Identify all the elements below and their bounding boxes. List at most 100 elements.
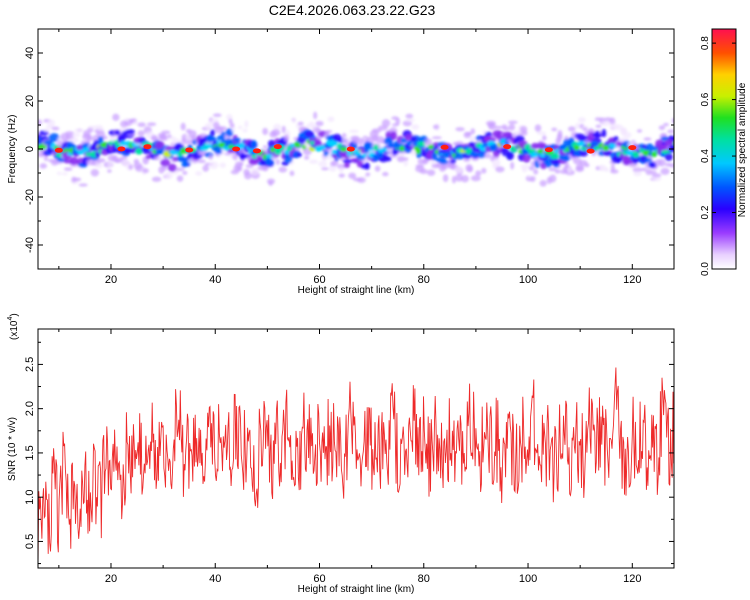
spectrogram-xtick-label: 120 bbox=[623, 274, 641, 286]
spectrogram-halo-cell bbox=[137, 130, 145, 137]
spectrogram-xtick-label: 20 bbox=[105, 274, 117, 286]
spectrogram-halo-cell bbox=[395, 117, 401, 126]
spectrogram-halo-cell bbox=[511, 133, 517, 137]
spectrogram-xtick-label: 60 bbox=[313, 274, 325, 286]
spectrogram-band-cell bbox=[155, 141, 165, 150]
spectrogram-halo-cell bbox=[142, 168, 149, 174]
spectrogram-halo-cell bbox=[278, 166, 288, 173]
spectrogram-halo-cell bbox=[533, 169, 539, 175]
spectrogram-core-cell bbox=[318, 145, 328, 150]
spectrogram-halo-cell bbox=[381, 119, 391, 128]
spectrogram-peak bbox=[54, 147, 63, 153]
spectrogram-halo-cell bbox=[508, 120, 518, 124]
spectrogram-peak bbox=[185, 147, 194, 153]
spectrogram-halo-cell bbox=[667, 129, 674, 134]
spectrogram-band-cell bbox=[213, 145, 222, 153]
spectrogram-halo-cell bbox=[365, 172, 371, 177]
spectrogram-halo-cell bbox=[595, 124, 602, 128]
snr-series bbox=[38, 367, 674, 567]
spectrogram-core-cell bbox=[135, 147, 143, 155]
spectrogram-band-cell bbox=[265, 157, 272, 166]
spectrogram-halo-cell bbox=[95, 163, 103, 169]
spectrogram-halo-cell bbox=[74, 128, 85, 133]
snr-ytick-label: 0.5 bbox=[24, 534, 36, 549]
colorbar-label: Normalized spectral amplitude bbox=[737, 82, 748, 217]
spectrogram-heatmap bbox=[38, 111, 674, 187]
spectrogram-halo-cell bbox=[202, 164, 210, 172]
spectrogram-peak bbox=[273, 144, 282, 150]
spectrogram-halo-cell bbox=[494, 125, 503, 130]
figure-title: C2E4.2026.063.23.22.G23 bbox=[269, 2, 436, 18]
spectrogram-halo-cell bbox=[197, 159, 206, 164]
spectrogram-band-cell bbox=[124, 129, 136, 135]
spectrogram-halo-cell bbox=[161, 130, 171, 135]
spectrogram-band-cell bbox=[477, 152, 486, 159]
snr-multiplier-close: ) bbox=[9, 313, 20, 316]
spectrogram-halo-cell bbox=[424, 138, 433, 146]
spectrogram-halo-cell bbox=[512, 130, 523, 135]
spectrogram-peak bbox=[346, 146, 355, 152]
spectrogram-peak bbox=[503, 144, 512, 150]
snr-xtick-label: 40 bbox=[209, 573, 221, 585]
spectrogram-halo-cell bbox=[309, 159, 319, 164]
spectrogram-halo-cell bbox=[275, 159, 280, 166]
spectrogram-core-cell bbox=[573, 144, 580, 151]
spectrogram-halo-cell bbox=[64, 131, 75, 136]
spectrogram-band-cell bbox=[296, 152, 303, 158]
spectrogram-halo-cell bbox=[567, 166, 572, 173]
spectrogram-halo-cell bbox=[96, 158, 106, 163]
spectrogram-xlabel: Height of straight line (km) bbox=[298, 285, 415, 296]
spectrogram-halo-cell bbox=[601, 120, 611, 127]
spectrogram-halo-cell bbox=[176, 175, 184, 182]
spectrogram-halo-cell bbox=[338, 173, 345, 178]
spectrogram-peak bbox=[440, 144, 449, 150]
colorbar: 0.0 0.2 0.4 0.6 0.8 Normalized spectral ampl… bbox=[700, 28, 748, 276]
spectrogram-ytick-label: -40 bbox=[24, 237, 36, 253]
snr-xtick-label: 120 bbox=[623, 573, 641, 585]
spectrogram-halo-cell bbox=[174, 167, 185, 172]
spectrogram-halo-cell bbox=[502, 126, 510, 131]
spectrogram-peak bbox=[586, 148, 595, 154]
spectrogram-halo-cell bbox=[403, 159, 409, 167]
spectrogram-halo-cell bbox=[268, 181, 273, 186]
spectrogram-band-cell bbox=[205, 134, 215, 143]
spectrogram-halo-cell bbox=[574, 122, 581, 129]
spectrogram-halo-cell bbox=[396, 156, 406, 163]
spectrogram-halo-cell bbox=[262, 145, 268, 149]
spectrogram-halo-cell bbox=[47, 158, 56, 163]
spectrogram-core-cell bbox=[500, 139, 507, 145]
spectrogram-band-cell bbox=[69, 156, 79, 165]
spectrogram-halo-cell bbox=[529, 176, 536, 183]
spectrogram-halo-cell bbox=[289, 170, 295, 177]
spectrogram-halo-cell bbox=[567, 126, 576, 132]
spectrogram-halo-cell bbox=[72, 133, 81, 137]
spectrogram-halo-cell bbox=[311, 125, 316, 129]
spectrogram-halo-cell bbox=[411, 124, 420, 130]
spectrogram-halo-cell bbox=[357, 177, 366, 183]
spectrogram-ytick-label: 0 bbox=[24, 146, 36, 152]
spectrogram-halo-cell bbox=[554, 168, 561, 174]
spectrogram-halo-cell bbox=[624, 132, 632, 139]
spectrogram-band-cell bbox=[613, 136, 619, 142]
spectrogram-halo-cell bbox=[230, 169, 239, 175]
spectrogram-band-cell bbox=[145, 154, 152, 160]
spectrogram-halo-cell bbox=[137, 122, 146, 128]
spectrogram-band-cell bbox=[364, 141, 371, 150]
spectrogram-halo-cell bbox=[107, 169, 112, 173]
spectrogram-band-cell bbox=[390, 131, 397, 141]
spectrogram-peak bbox=[544, 147, 553, 153]
spectrogram-halo-cell bbox=[304, 155, 310, 160]
spectrogram-halo-cell bbox=[650, 170, 657, 174]
spectrogram-band-cell bbox=[632, 155, 639, 165]
spectrogram-peak bbox=[232, 146, 241, 152]
spectrogram-core-cell bbox=[530, 152, 539, 158]
spectrogram-band-cell bbox=[160, 158, 171, 167]
spectrogram-band-cell bbox=[384, 156, 392, 162]
spectrogram-halo-cell bbox=[405, 113, 414, 119]
colorbar-tick-label: 0.2 bbox=[700, 205, 711, 219]
spectrogram-halo-cell bbox=[56, 171, 62, 176]
spectrogram-peak bbox=[143, 144, 152, 150]
spectrogram-band-cell bbox=[387, 140, 394, 145]
spectrogram-halo-cell bbox=[542, 135, 547, 141]
spectrogram-halo-cell bbox=[273, 123, 282, 131]
